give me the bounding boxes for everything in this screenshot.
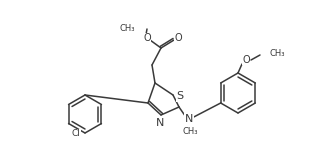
Text: S: S — [176, 91, 184, 101]
Text: Cl: Cl — [72, 129, 80, 138]
Text: N: N — [185, 114, 193, 124]
Text: CH₃: CH₃ — [269, 48, 284, 57]
Text: N: N — [156, 118, 164, 128]
Text: O: O — [174, 33, 182, 43]
Text: CH₃: CH₃ — [120, 24, 135, 33]
Text: CH₃: CH₃ — [182, 127, 198, 136]
Text: O: O — [242, 55, 250, 65]
Text: O: O — [143, 33, 151, 43]
